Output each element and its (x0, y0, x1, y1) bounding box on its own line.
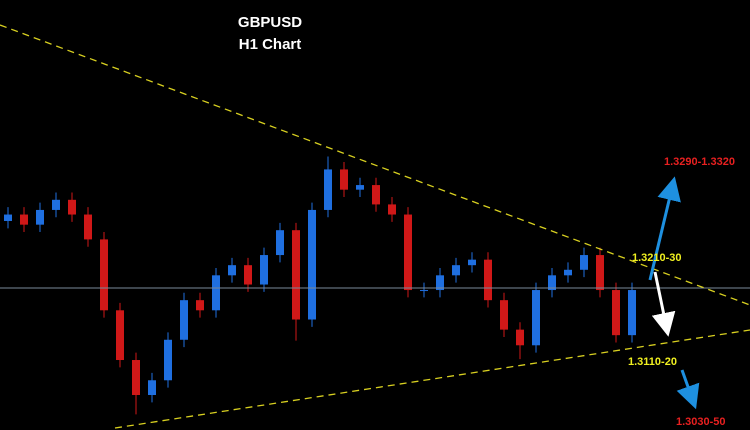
candle-body (68, 199, 76, 215)
annotation: 1.3030-50 (676, 416, 726, 428)
down-arrow (651, 271, 676, 337)
support-trendline (114, 329, 750, 429)
candle-body (420, 290, 428, 292)
candle-body (564, 269, 572, 276)
candle-body (532, 290, 540, 346)
candle-body (84, 214, 92, 240)
candle-body (548, 275, 556, 291)
plot-area (4, 156, 636, 415)
candle-body (580, 255, 588, 270)
candle-body (164, 339, 172, 381)
candle-body (484, 259, 492, 301)
annotation: 1.3210-30 (632, 252, 682, 264)
up-arrow (648, 176, 681, 281)
candle-body (212, 275, 220, 311)
candle-body (292, 230, 300, 320)
candle-body (36, 209, 44, 225)
candle-body (356, 185, 364, 190)
annotation: 1.3290-1.3320 (664, 156, 735, 168)
candle-body (324, 169, 332, 210)
candle-body (244, 265, 252, 285)
candle-body (132, 360, 140, 396)
candle-body (436, 275, 444, 291)
candle-body (52, 199, 60, 210)
candle-body (340, 169, 348, 190)
candle-body (612, 290, 620, 336)
candle-body (452, 265, 460, 276)
annotation: 1.3110-20 (628, 356, 677, 368)
candle-body (372, 185, 380, 205)
resistance-trendline (0, 24, 750, 306)
candle-body (116, 310, 124, 361)
candle-body (148, 380, 156, 396)
candle-body (596, 255, 604, 291)
candle-body (196, 300, 204, 311)
breakdown-arrow (676, 369, 700, 410)
chart-subtitle: H1 Chart (239, 36, 302, 53)
candle-body (500, 300, 508, 330)
candle-body (228, 265, 236, 276)
candle-body (260, 255, 268, 285)
candle-body (100, 239, 108, 311)
candle-body (404, 214, 412, 291)
candle-body (20, 214, 28, 225)
candle-body (276, 230, 284, 256)
candle-body (388, 204, 396, 215)
chart-title: GBPUSD (238, 14, 302, 31)
candle-body (516, 329, 524, 346)
candle-body (468, 259, 476, 266)
candle-body (4, 214, 12, 221)
candle-body (628, 290, 636, 336)
candle-body (180, 300, 188, 340)
candle-body (308, 209, 316, 320)
